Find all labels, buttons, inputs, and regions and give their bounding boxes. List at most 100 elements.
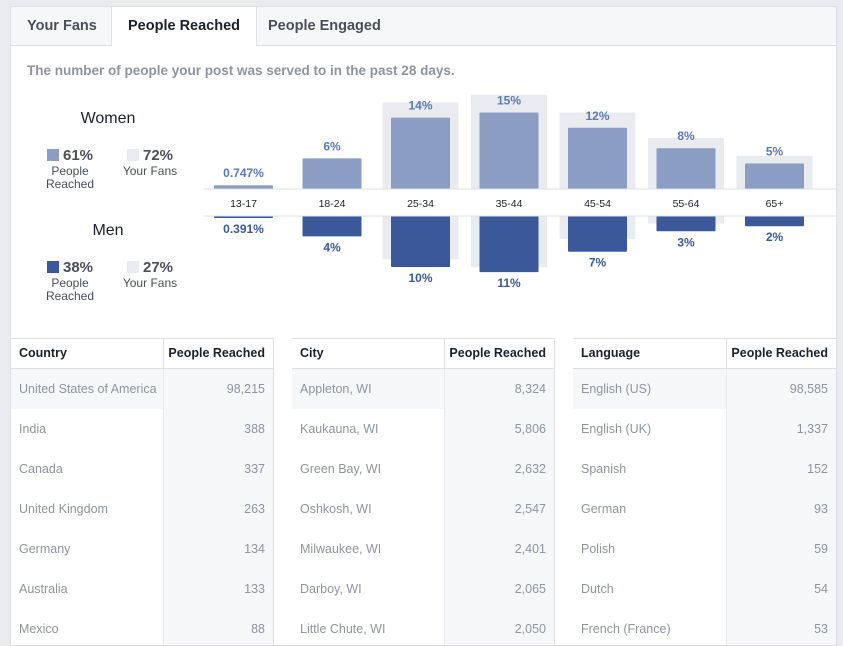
table-row: Darboy, WI 2,065 <box>292 569 554 609</box>
women-fans-label: Your Fans <box>122 164 178 178</box>
row-name: Oshkosh, WI <box>300 502 372 516</box>
row-name: German <box>581 502 627 516</box>
post-reach-card: Your Fans People Reached People Engaged … <box>10 6 837 646</box>
men-data-label: 4% <box>323 240 341 254</box>
country-table: Country People Reached United States of … <box>11 338 274 645</box>
row-value: 5,806 <box>444 409 554 449</box>
row-value: 2,632 <box>444 449 554 489</box>
city-reached-col-header[interactable]: People Reached <box>444 339 554 368</box>
table-row: Australia 133 <box>11 569 273 609</box>
men-data-label: 3% <box>677 235 695 249</box>
men-reached-pct: 38% <box>62 259 94 276</box>
women-data-label: 0.747% <box>223 166 264 180</box>
table-row: French (France) 53 <box>573 609 836 645</box>
table-row: Green Bay, WI 2,632 <box>292 449 554 489</box>
tab-people-reached[interactable]: People Reached <box>111 7 258 46</box>
women-reached-bar <box>479 112 539 189</box>
women-fans-pct: 72% <box>142 147 174 164</box>
men-fans-label: Your Fans <box>122 276 178 290</box>
men-reached-label-1: People <box>51 276 89 290</box>
table-row: India 388 <box>11 409 273 449</box>
country-col-header[interactable]: Country <box>19 346 67 360</box>
age-tick-label: 35-44 <box>496 198 523 210</box>
men-data-label: 11% <box>497 276 521 290</box>
women-reached-bar <box>656 148 716 189</box>
language-table-header: Language People Reached <box>573 339 836 369</box>
row-value: 2,401 <box>444 529 554 569</box>
women-fans-swatch <box>126 149 139 161</box>
women-reached-stat: 61% People Reached <box>35 147 105 191</box>
row-value: 133 <box>163 569 273 609</box>
women-title: Women <box>80 110 136 127</box>
row-name: Germany <box>19 542 71 556</box>
row-name: Polish <box>581 542 616 556</box>
age-tick-label: 55-64 <box>673 198 700 210</box>
language-reached-col-header[interactable]: People Reached <box>726 339 836 368</box>
age-tick-label: 45-54 <box>584 198 611 210</box>
table-row: Oshkosh, WI 2,547 <box>292 489 554 529</box>
row-name: United States of America <box>19 382 157 396</box>
tab-people-engaged[interactable]: People Engaged <box>268 18 381 34</box>
men-reached-label-2: Reached <box>45 289 95 303</box>
women-data-label: 8% <box>677 129 695 143</box>
men-reached-bar <box>656 216 716 232</box>
women-reached-bar <box>745 163 804 189</box>
country-table-body: United States of America 98,215 India 388 Ca… <box>11 369 273 645</box>
men-title: Men <box>92 222 124 239</box>
table-row: English (UK) 1,337 <box>573 409 836 449</box>
age-gender-bars: 0.747% 0.391% 6% 4% 14% 10% 15% 11% 12% 7% 8% 3% 5% 2… <box>204 94 836 290</box>
city-table-body: Appleton, WI 8,324 Kaukauna, WI 5,806 Green … <box>292 369 554 645</box>
chart-subtitle: The number of people your post was serve… <box>27 63 455 78</box>
men-data-label: 7% <box>589 256 607 270</box>
men-reached-bar <box>391 216 450 267</box>
city-table-header: City People Reached <box>292 339 554 369</box>
row-value: 93 <box>726 489 836 529</box>
men-fans-pct: 27% <box>142 259 174 276</box>
row-value: 2,547 <box>444 489 554 529</box>
row-value: 134 <box>163 529 273 569</box>
women-data-label: 14% <box>408 99 432 113</box>
men-fans-stat: 27% Your Fans <box>115 259 185 290</box>
row-value: 152 <box>726 449 836 489</box>
women-reached-bar <box>214 185 273 189</box>
age-axis-band <box>204 189 836 216</box>
men-reached-bar <box>479 216 539 273</box>
row-name: Kaukauna, WI <box>300 422 379 436</box>
row-value: 263 <box>163 489 273 529</box>
table-row: Appleton, WI 8,324 <box>292 369 554 409</box>
row-value: 54 <box>726 569 836 609</box>
tab-your-fans[interactable]: Your Fans <box>27 18 97 34</box>
row-name: Little Chute, WI <box>300 622 386 636</box>
row-value: 8,324 <box>444 369 554 409</box>
men-data-label: 0.391% <box>223 222 264 236</box>
men-data-label: 10% <box>408 271 432 285</box>
table-row: Germany 134 <box>11 529 273 569</box>
row-name: Spanish <box>581 462 627 476</box>
age-tick-label: 13-17 <box>230 198 257 210</box>
language-col-header[interactable]: Language <box>581 346 641 360</box>
row-name: English (US) <box>581 382 652 396</box>
country-table-header: Country People Reached <box>11 339 273 369</box>
row-name: English (UK) <box>581 422 652 436</box>
men-reached-bar <box>568 216 627 252</box>
table-row: United States of America 98,215 <box>11 369 273 409</box>
row-value: 53 <box>726 609 836 645</box>
women-reached-label-2: Reached <box>45 177 95 191</box>
row-value: 2,050 <box>444 609 554 645</box>
age-tick-label: 18-24 <box>319 198 346 210</box>
language-table-body: English (US) 98,585 English (UK) 1,337 Spani… <box>573 369 836 645</box>
city-col-header[interactable]: City <box>300 346 324 360</box>
table-row: Canada 337 <box>11 449 273 489</box>
table-row: Kaukauna, WI 5,806 <box>292 409 554 449</box>
women-reached-bar <box>302 158 362 189</box>
row-value: 2,065 <box>444 569 554 609</box>
country-reached-col-header[interactable]: People Reached <box>163 339 273 368</box>
table-row: Spanish 152 <box>573 449 836 489</box>
breakdown-tables: Country People Reached United States of … <box>11 338 836 645</box>
women-fans-stat: 72% Your Fans <box>115 147 185 178</box>
women-data-label: 5% <box>766 145 784 159</box>
row-name: Australia <box>19 582 68 596</box>
women-reached-swatch <box>46 149 59 161</box>
men-fans-swatch <box>126 261 139 273</box>
row-value: 1,337 <box>726 409 836 449</box>
